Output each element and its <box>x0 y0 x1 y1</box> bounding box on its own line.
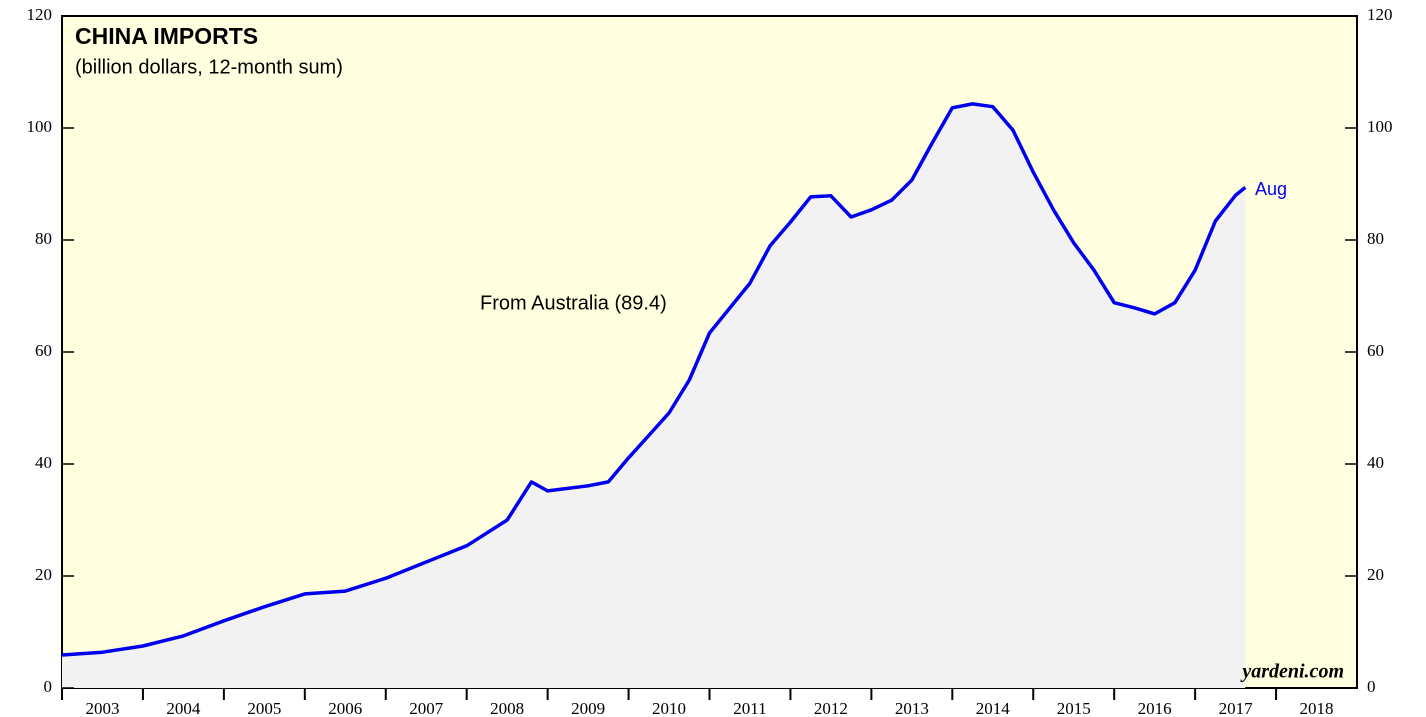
x-tick-label: 2008 <box>490 699 524 717</box>
source: yardeni.com <box>1240 661 1344 683</box>
annotation: From Australia (89.4) <box>480 292 667 314</box>
line <box>61 102 1247 657</box>
y-tick-label: 40 <box>35 453 52 472</box>
y2-tick-label: 0 <box>1367 677 1376 696</box>
x-tick-label: 2004 <box>166 699 201 717</box>
chart-title: CHINA IMPORTS <box>75 23 258 49</box>
area-fill <box>62 103 1246 688</box>
x-tick-label: 2015 <box>1057 699 1091 717</box>
y2-tick-label: 100 <box>1367 117 1393 136</box>
y2-tick-label: 60 <box>1367 341 1384 360</box>
y-tick-label: 80 <box>35 229 52 248</box>
marks <box>61 102 1247 688</box>
x-tick-label: 2012 <box>814 699 848 717</box>
end-label: Aug <box>1255 179 1287 199</box>
x-tick-label: 2011 <box>733 699 766 717</box>
y-tick-label: 60 <box>35 341 52 360</box>
y-tick-label: 120 <box>27 5 53 24</box>
x-tick-label: 2003 <box>85 699 119 717</box>
y2-tick-label: 40 <box>1367 453 1384 472</box>
y2-tick-label: 20 <box>1367 565 1384 584</box>
y-tick-label: 0 <box>44 677 53 696</box>
y2-tick-label: 80 <box>1367 229 1384 248</box>
x-tick-label: 2010 <box>652 699 686 717</box>
x-tick-label: 2017 <box>1219 699 1254 717</box>
x-tick-label: 2014 <box>976 699 1011 717</box>
y-tick-label: 100 <box>27 117 53 136</box>
x-tick-label: 2007 <box>409 699 444 717</box>
x-tick-label: 2005 <box>247 699 281 717</box>
y2-tick-label: 120 <box>1367 5 1393 24</box>
x-tick-label: 2016 <box>1138 699 1172 717</box>
x-tick-label: 2006 <box>328 699 362 717</box>
x-tick-label: 2009 <box>571 699 605 717</box>
x-tick-label: 2018 <box>1300 699 1334 717</box>
y-tick-label: 20 <box>35 565 52 584</box>
x-tick-label: 2013 <box>895 699 929 717</box>
chart-subtitle: (billion dollars, 12-month sum) <box>75 56 343 78</box>
